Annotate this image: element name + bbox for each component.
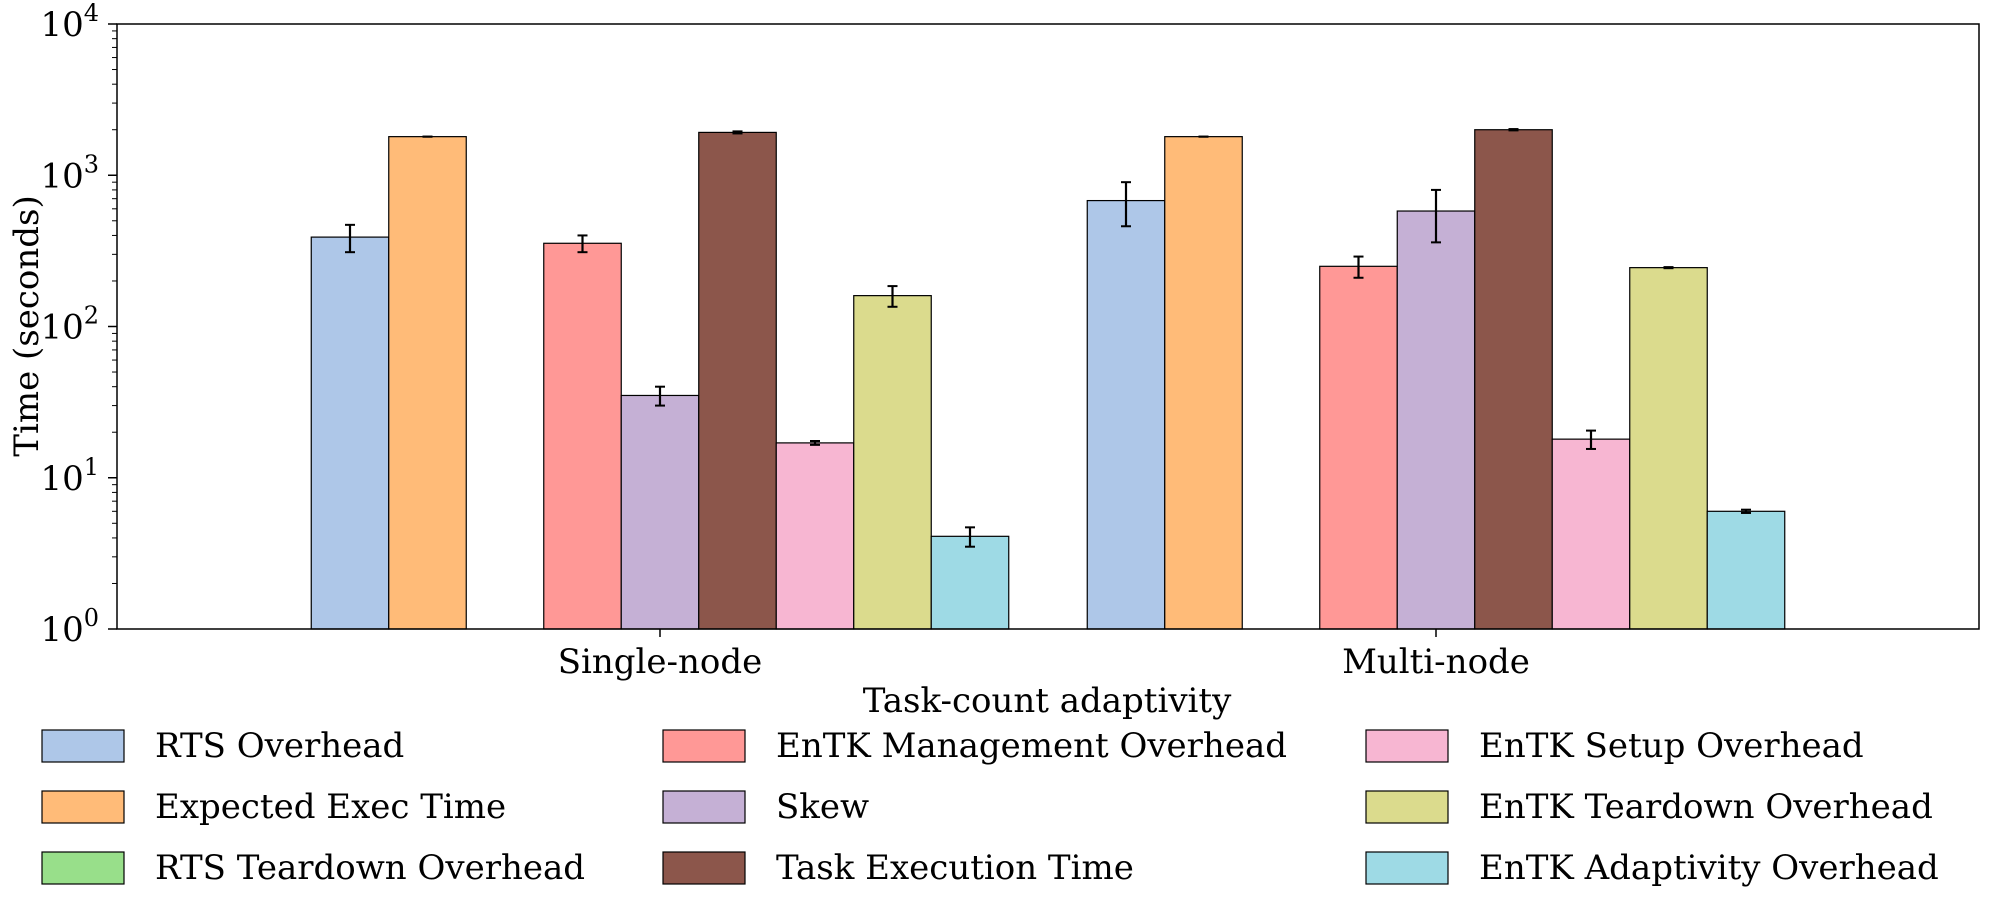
legend-label: EnTK Management Overhead	[776, 726, 1287, 766]
y-axis-label: Time (seconds)	[7, 195, 47, 456]
bar	[620, 394, 700, 630]
y-axis: 100 101 102 103 104	[40, 0, 117, 650]
bar	[930, 535, 1010, 630]
x-tick-label: Single-node	[558, 642, 763, 682]
bar	[310, 236, 390, 630]
y-tick-label: 100	[40, 604, 99, 650]
legend-label: RTS Overhead	[155, 726, 404, 766]
bar	[1551, 438, 1631, 630]
legend-swatch	[41, 851, 125, 885]
bars-layer	[310, 129, 1786, 630]
legend-label: Skew	[776, 787, 869, 827]
y-tick-label: 102	[40, 302, 99, 348]
legend-swatch	[1365, 729, 1449, 763]
legend-swatch	[41, 790, 125, 824]
bar	[698, 131, 777, 630]
y-tick-label: 103	[40, 150, 99, 196]
legend-label: RTS Teardown Overhead	[155, 848, 585, 888]
bar	[1629, 267, 1708, 630]
bar	[1319, 265, 1398, 630]
bar	[1164, 136, 1243, 630]
legend-swatch	[1365, 790, 1449, 824]
x-axis: Single-node Multi-node	[558, 629, 1530, 682]
bar	[388, 136, 467, 630]
bar	[1086, 199, 1166, 630]
bar	[1706, 510, 1786, 630]
legend-label: EnTK Setup Overhead	[1479, 726, 1864, 766]
x-axis-label: Task-count adaptivity	[863, 681, 1232, 721]
legend-swatch	[662, 851, 746, 885]
legend: RTS Overhead Expected Exec Time RTS Teardo…	[41, 726, 1939, 888]
legend-swatch	[41, 729, 125, 763]
bar	[775, 442, 855, 630]
bar	[543, 242, 622, 630]
legend-swatch	[1365, 851, 1449, 885]
bar	[1396, 210, 1476, 630]
y-tick-label: 101	[40, 453, 99, 499]
x-tick-label: Multi-node	[1342, 642, 1530, 682]
legend-label: Expected Exec Time	[155, 787, 506, 827]
legend-swatch	[662, 790, 746, 824]
legend-label: EnTK Teardown Overhead	[1479, 787, 1933, 827]
bar	[1474, 129, 1553, 630]
legend-label: Task Execution Time	[776, 848, 1134, 888]
legend-label: EnTK Adaptivity Overhead	[1479, 848, 1939, 888]
legend-swatch	[662, 729, 746, 763]
bar	[853, 295, 932, 630]
error-bars-layer	[345, 128, 1751, 548]
y-tick-label: 104	[40, 0, 99, 45]
